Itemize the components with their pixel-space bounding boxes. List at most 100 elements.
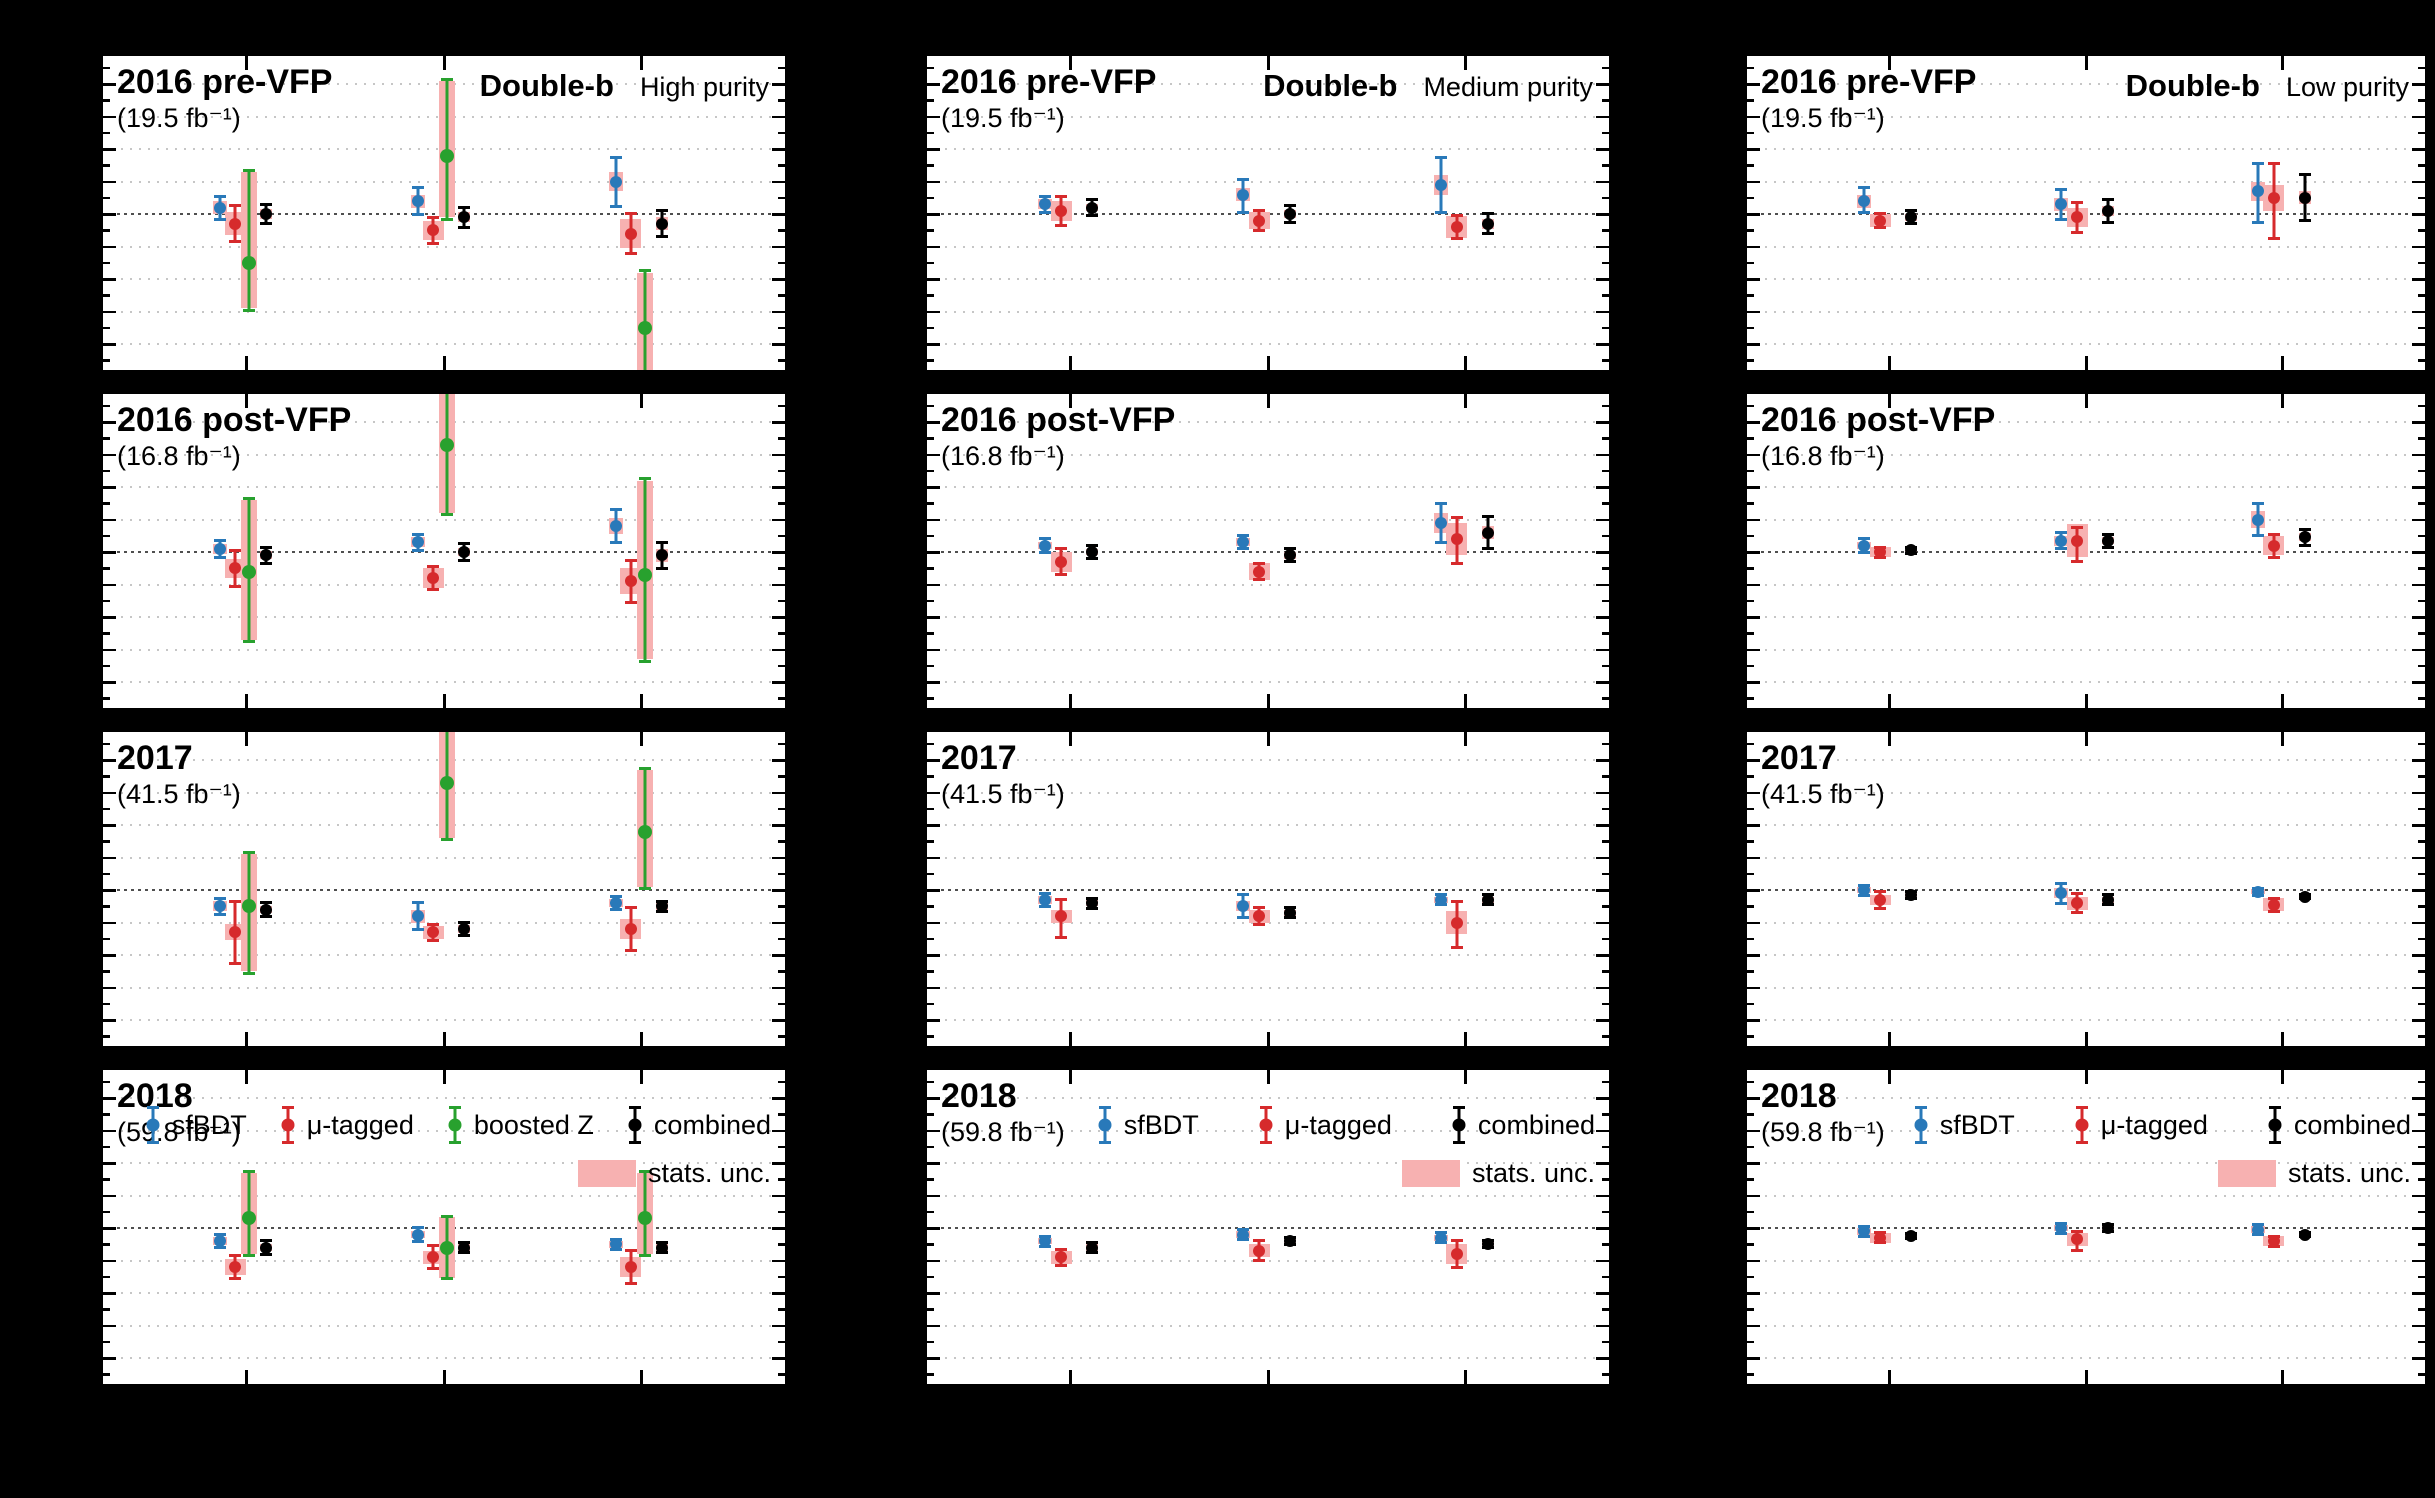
stats-unc-swatch-icon — [2217, 1160, 2276, 1187]
data-point-mu_tagged — [624, 227, 637, 240]
y-axis-tick — [778, 1243, 785, 1246]
error-bar-cap-bottom — [1039, 550, 1052, 554]
y-axis-tick — [103, 1227, 116, 1230]
y-axis-tick — [2412, 791, 2425, 794]
y-axis-tick — [772, 518, 785, 521]
y-axis-tick — [1596, 889, 1609, 892]
error-bar-cap-top — [609, 155, 622, 159]
error-bar-cap-bottom — [2071, 911, 2083, 915]
y-axis-tick — [778, 229, 785, 232]
error-bar-cap-bottom — [609, 908, 622, 912]
legend-glyph-cap — [448, 1141, 461, 1144]
data-point-sfBDT — [1434, 893, 1447, 906]
x-axis-tick — [1266, 1032, 1270, 1046]
error-bar-cap-top — [1450, 1239, 1463, 1243]
error-bar-cap-bottom — [412, 549, 424, 552]
legend-entry-mu_tagged: μ-tagged — [1259, 1104, 1392, 1146]
y-axis-tick — [778, 599, 785, 603]
gridline — [1747, 115, 2425, 118]
y-axis-tick — [772, 1019, 785, 1022]
y-axis-tick — [1596, 759, 1609, 762]
y-axis-tick — [1747, 681, 1760, 684]
y-axis-tick — [103, 1308, 110, 1311]
error-bar-cap-bottom — [441, 513, 453, 517]
x-axis-tick — [1266, 394, 1270, 408]
y-axis-tick — [1747, 986, 1760, 989]
y-axis-tick — [778, 196, 785, 200]
y-axis-tick — [2412, 1227, 2425, 1230]
y-axis-tick — [778, 937, 785, 941]
y-axis-tick — [772, 616, 785, 619]
y-axis-tick — [1747, 359, 1754, 362]
y-axis-tick — [927, 632, 934, 635]
y-axis-tick — [778, 1373, 785, 1376]
y-axis-tick — [103, 421, 116, 424]
y-axis-tick — [103, 148, 116, 151]
y-axis-tick — [927, 1178, 934, 1181]
y-axis-tick — [927, 229, 934, 232]
error-bar-cap-top — [412, 901, 424, 905]
error-bar-cap-bottom — [2267, 237, 2280, 240]
data-point-combined — [260, 1241, 273, 1254]
legend-glyph-cap — [1098, 1141, 1111, 1144]
y-axis-tick — [778, 567, 785, 570]
gridline — [103, 921, 785, 924]
gridline — [103, 856, 785, 859]
gridline — [927, 1019, 1609, 1021]
y-axis-tick — [1602, 697, 1609, 700]
error-bar-cap-top — [214, 1232, 227, 1236]
y-axis-tick — [2418, 1340, 2425, 1344]
y-axis-tick — [2418, 599, 2425, 603]
error-bar-cap-bottom — [427, 1267, 439, 1271]
y-axis-tick — [778, 1178, 785, 1181]
y-axis-tick — [778, 404, 785, 408]
y-axis-tick — [103, 1340, 110, 1344]
error-bar-cap-bottom — [214, 217, 227, 221]
data-point-sfBDT — [2055, 887, 2067, 900]
error-bar-cap-bottom — [243, 971, 256, 975]
legend-errorbar-icon-combined — [1452, 1104, 1466, 1146]
data-point-mu_tagged — [1253, 214, 1265, 227]
error-bar-cap-bottom — [609, 204, 622, 208]
gridline — [927, 343, 1609, 345]
y-axis-tick — [103, 632, 110, 635]
y-axis-tick — [103, 326, 110, 330]
y-axis-tick — [927, 1145, 934, 1149]
era-label: 2018 — [941, 1077, 1017, 1115]
y-axis-tick — [2412, 856, 2425, 859]
legend-glyph-cap — [2075, 1141, 2088, 1144]
x-axis-tick — [640, 732, 644, 746]
data-point-combined — [260, 549, 273, 562]
gridline — [927, 310, 1609, 313]
error-bar-cap-top — [1237, 893, 1249, 897]
y-axis-tick — [1747, 697, 1754, 700]
error-bar-cap-top — [1450, 899, 1463, 903]
legend-label-sfBDT: sfBDT — [1123, 1109, 1199, 1140]
error-bar-cap-top — [441, 77, 453, 81]
y-axis-tick — [1596, 1129, 1609, 1132]
legend-glyph-cap — [1452, 1141, 1465, 1144]
y-axis-tick — [927, 1019, 940, 1022]
gridline — [1747, 616, 2425, 618]
gridline — [927, 486, 1609, 488]
error-bar-cap-bottom — [2055, 547, 2067, 551]
y-axis-tick — [1596, 583, 1609, 586]
y-axis-tick — [1602, 872, 1609, 876]
y-axis-tick — [1747, 1292, 1760, 1295]
gridline — [103, 954, 785, 956]
legend-label-sfBDT: sfBDT — [171, 1109, 247, 1140]
error-bar-cap-bottom — [214, 1246, 227, 1250]
x-axis-tick — [2281, 732, 2285, 746]
y-axis-tick — [1596, 115, 1609, 118]
error-bar-cap-top — [1039, 891, 1052, 895]
y-axis-tick — [778, 164, 785, 167]
data-point-combined — [655, 900, 668, 913]
y-axis-tick — [772, 1259, 785, 1262]
y-axis-tick — [778, 359, 785, 362]
legend-glyph-dot — [2268, 1118, 2282, 1132]
legend-glyph-dot — [1452, 1118, 1466, 1132]
purity-header: Double-b Low purity — [2126, 68, 2409, 104]
y-axis-tick — [778, 66, 785, 70]
y-axis-tick — [2418, 99, 2425, 102]
y-axis-tick — [103, 759, 116, 762]
